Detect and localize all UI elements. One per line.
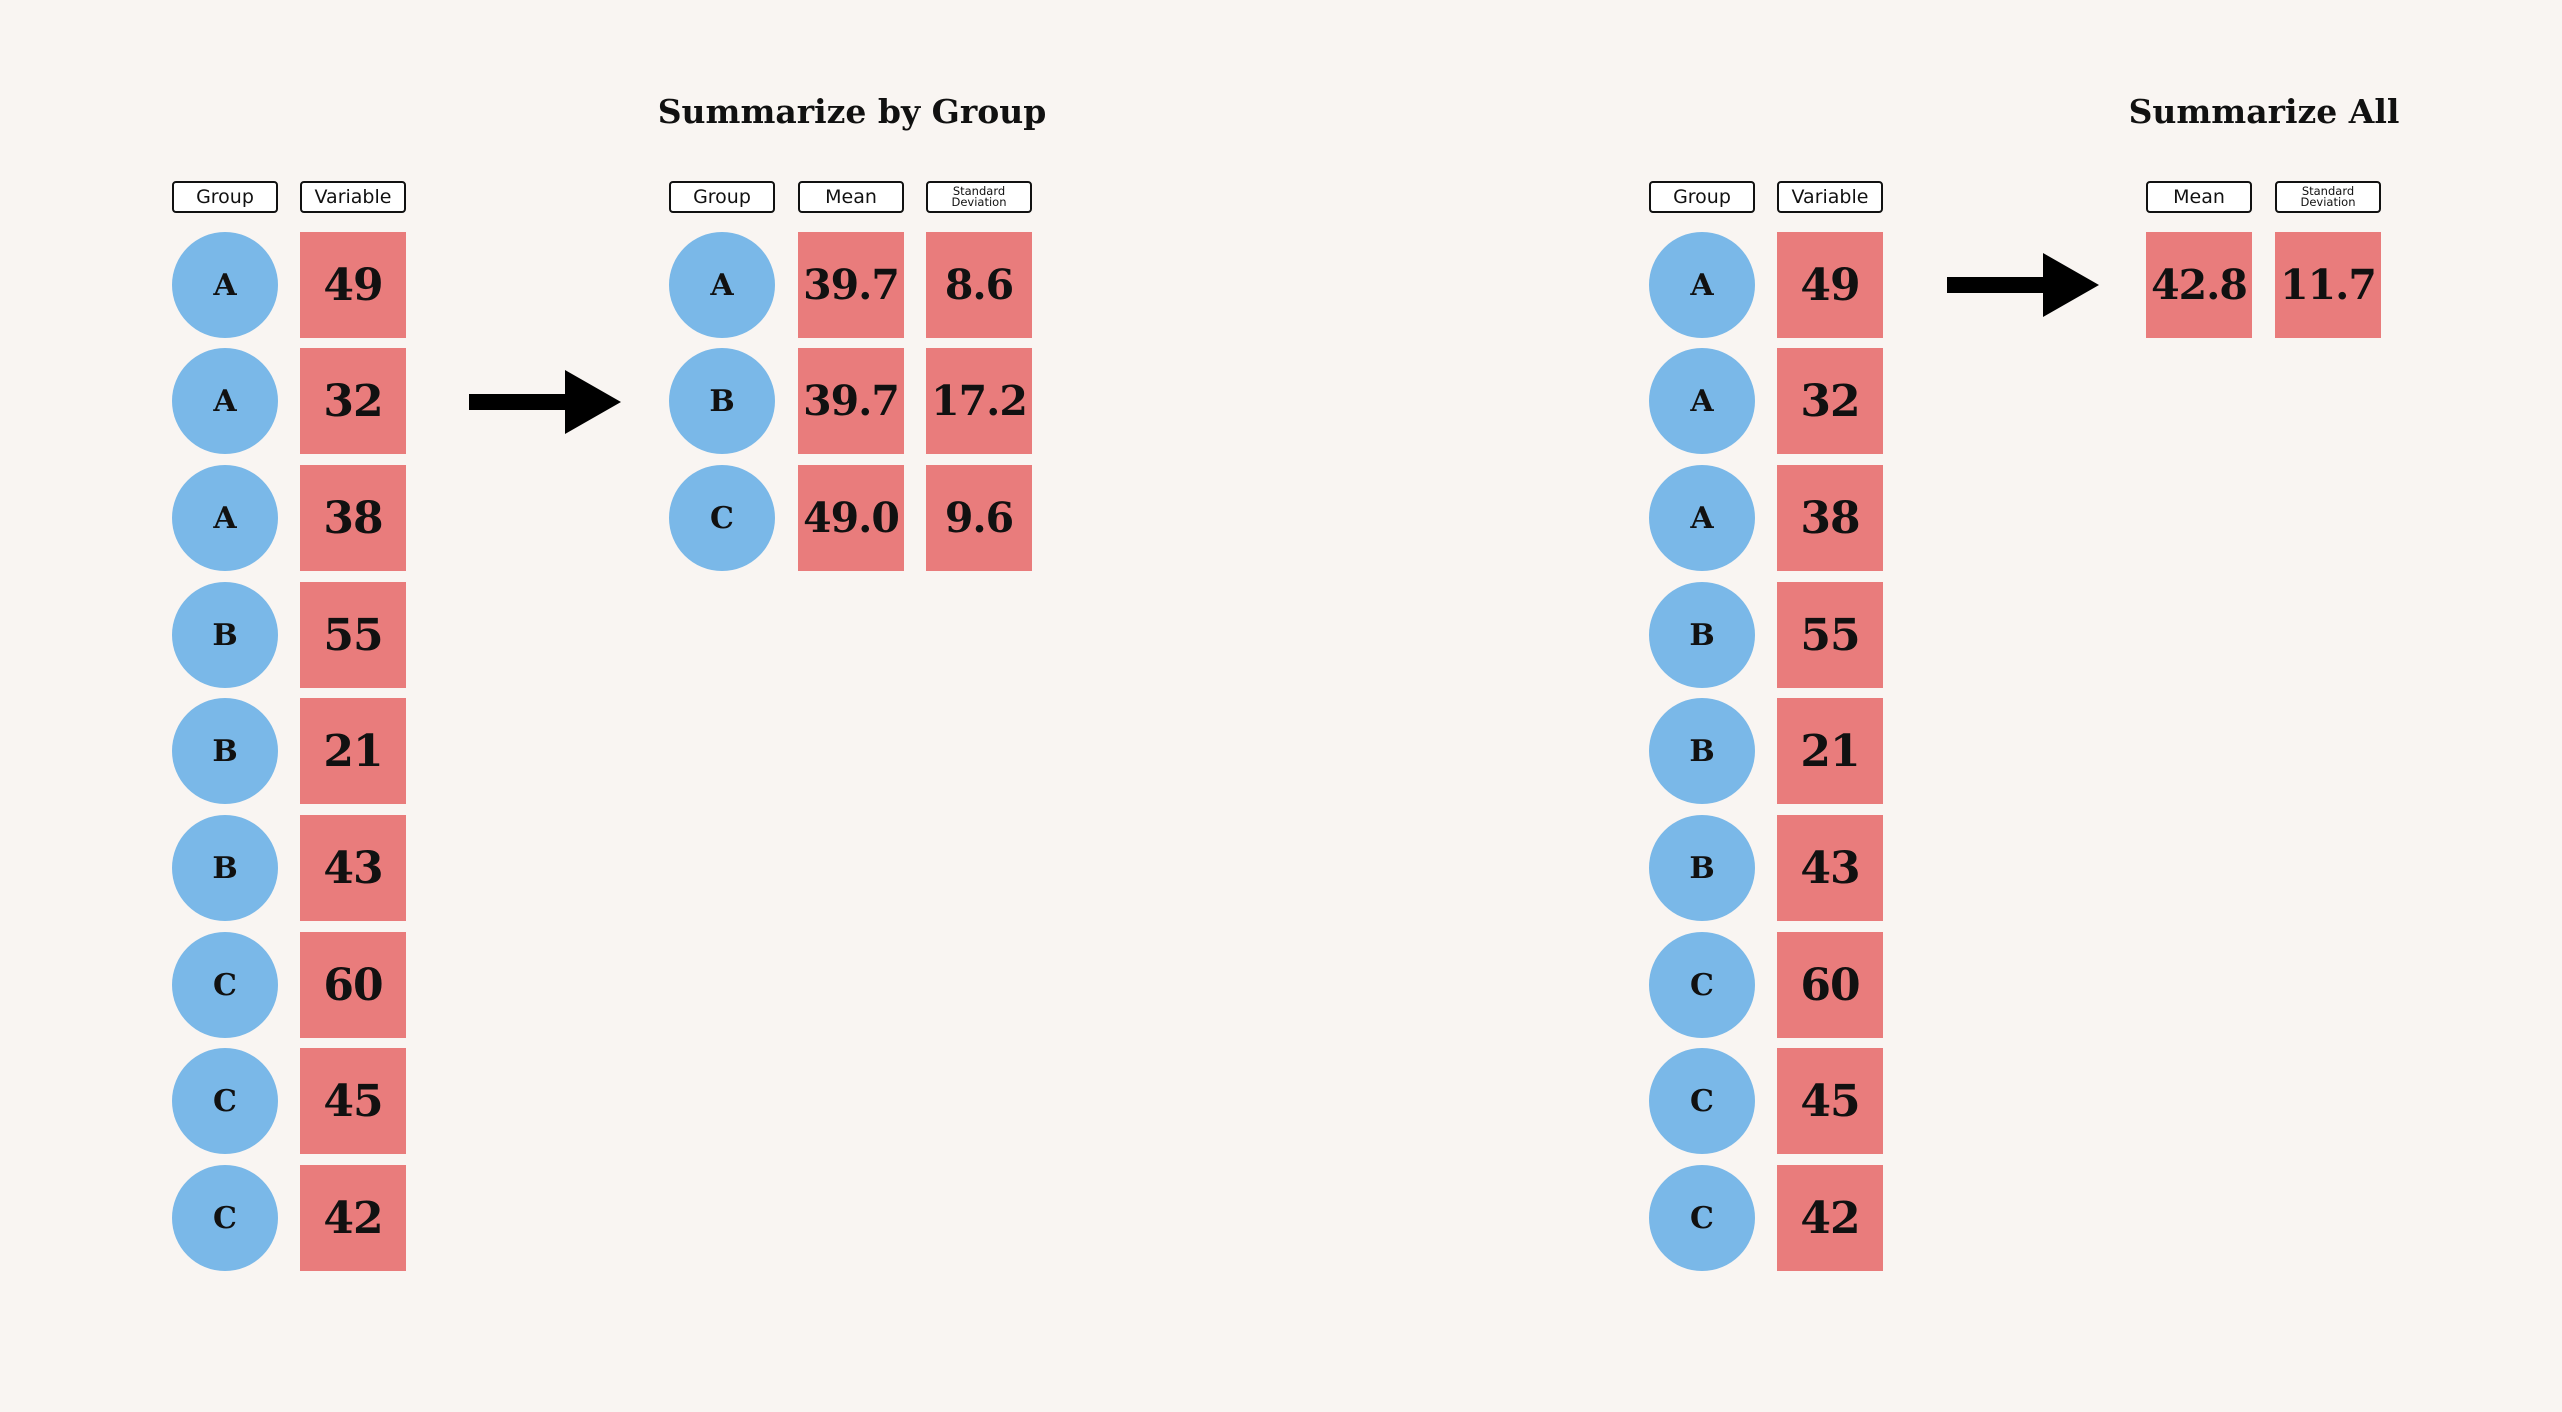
group-circle: B <box>669 348 775 454</box>
sd-square: 17.2 <box>926 348 1032 454</box>
sd-header-line1: Standard <box>952 184 1006 198</box>
group-circle: B <box>1649 698 1755 804</box>
group-circle: C <box>172 1165 278 1271</box>
value-square: 55 <box>300 582 406 688</box>
value-square: 32 <box>300 348 406 454</box>
value-square: 32 <box>1777 348 1883 454</box>
by-group-output-sd-header: Standard Deviation <box>926 181 1032 213</box>
value-square: 38 <box>300 465 406 571</box>
sd-square: 8.6 <box>926 232 1032 338</box>
right-arrow-icon <box>1947 253 2099 317</box>
group-circle: C <box>1649 1165 1755 1271</box>
group-circle: C <box>1649 932 1755 1038</box>
sd-header-line2: Deviation <box>951 195 1007 209</box>
by-group-output-mean-header: Mean <box>798 181 904 213</box>
value-square: 42 <box>1777 1165 1883 1271</box>
value-square: 60 <box>300 932 406 1038</box>
all-title: Summarize All <box>2128 92 2400 131</box>
value-square: 43 <box>300 815 406 921</box>
all-output-sd-header: Standard Deviation <box>2275 181 2381 213</box>
group-circle: C <box>1649 1048 1755 1154</box>
value-square: 49 <box>300 232 406 338</box>
value-square: 55 <box>1777 582 1883 688</box>
mean-square: 49.0 <box>798 465 904 571</box>
all-input-group-header: Group <box>1649 181 1755 213</box>
right-arrow-icon <box>469 370 621 434</box>
group-circle: B <box>172 698 278 804</box>
all-input-variable-header: Variable <box>1777 181 1883 213</box>
by-group-input-variable-header: Variable <box>300 181 406 213</box>
value-square: 38 <box>1777 465 1883 571</box>
by-group-title: Summarize by Group <box>657 92 1047 131</box>
group-circle: A <box>172 232 278 338</box>
value-square: 42 <box>300 1165 406 1271</box>
group-circle: B <box>1649 815 1755 921</box>
value-square: 43 <box>1777 815 1883 921</box>
group-circle: C <box>172 932 278 1038</box>
group-circle: A <box>1649 348 1755 454</box>
by-group-input-group-header: Group <box>172 181 278 213</box>
all-sd-square: 11.7 <box>2275 232 2381 338</box>
group-circle: A <box>669 232 775 338</box>
sd-header-line1: Standard <box>2301 184 2355 198</box>
value-square: 21 <box>1777 698 1883 804</box>
sd-header-line2: Deviation <box>2300 195 2356 209</box>
mean-square: 39.7 <box>798 348 904 454</box>
all-mean-square: 42.8 <box>2146 232 2252 338</box>
value-square: 49 <box>1777 232 1883 338</box>
group-circle: A <box>1649 232 1755 338</box>
by-group-output-group-header: Group <box>669 181 775 213</box>
value-square: 21 <box>300 698 406 804</box>
value-square: 45 <box>300 1048 406 1154</box>
group-circle: A <box>172 348 278 454</box>
group-circle: B <box>172 815 278 921</box>
sd-square: 9.6 <box>926 465 1032 571</box>
value-square: 45 <box>1777 1048 1883 1154</box>
group-circle: C <box>172 1048 278 1154</box>
value-square: 60 <box>1777 932 1883 1038</box>
group-circle: A <box>172 465 278 571</box>
all-output-mean-header: Mean <box>2146 181 2252 213</box>
mean-square: 39.7 <box>798 232 904 338</box>
group-circle: B <box>1649 582 1755 688</box>
group-circle: A <box>1649 465 1755 571</box>
group-circle: B <box>172 582 278 688</box>
group-circle: C <box>669 465 775 571</box>
